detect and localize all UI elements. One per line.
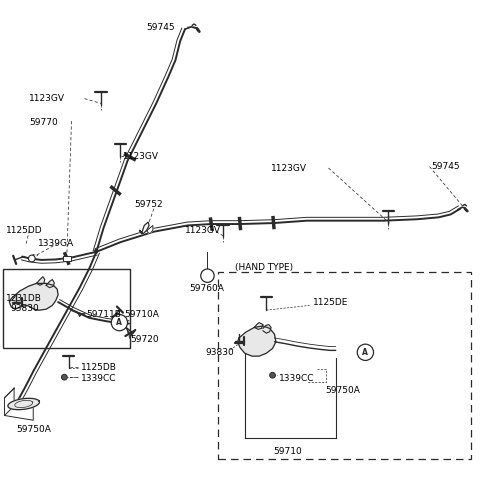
Text: 1339GA: 1339GA (38, 239, 74, 247)
Text: 59710A: 59710A (124, 310, 159, 320)
Text: 59745: 59745 (147, 23, 175, 32)
Text: 1125DE: 1125DE (313, 298, 348, 307)
Text: 59720: 59720 (130, 335, 158, 344)
Polygon shape (147, 225, 153, 234)
Text: 1125DB: 1125DB (81, 363, 117, 372)
Text: 1123GV: 1123GV (185, 226, 221, 235)
Text: 59710: 59710 (274, 447, 302, 456)
Text: 1339CC: 1339CC (279, 374, 315, 383)
Polygon shape (9, 284, 58, 310)
Text: (HAND TYPE): (HAND TYPE) (235, 263, 293, 272)
Text: 1123GV: 1123GV (271, 164, 307, 172)
Polygon shape (254, 323, 263, 329)
Text: 93830: 93830 (10, 304, 39, 313)
Circle shape (28, 255, 35, 262)
Circle shape (270, 372, 276, 378)
Text: 59752: 59752 (135, 200, 163, 208)
FancyBboxPatch shape (63, 255, 71, 261)
Polygon shape (8, 398, 39, 410)
Text: 1231DB: 1231DB (5, 294, 41, 303)
Polygon shape (263, 325, 271, 333)
Polygon shape (238, 326, 276, 356)
Text: 59745: 59745 (432, 162, 460, 171)
Text: A: A (117, 318, 122, 327)
Text: 93830: 93830 (205, 348, 234, 357)
Polygon shape (46, 280, 54, 288)
Text: A: A (362, 348, 368, 357)
Polygon shape (36, 277, 45, 286)
Text: 59770: 59770 (29, 118, 58, 127)
Text: 59750A: 59750A (16, 425, 51, 434)
Text: 1123GV: 1123GV (29, 94, 65, 103)
FancyBboxPatch shape (218, 272, 471, 458)
FancyBboxPatch shape (3, 269, 130, 347)
Text: 59750A: 59750A (325, 386, 360, 395)
Text: 59760A: 59760A (189, 284, 224, 293)
Text: 1339CC: 1339CC (81, 374, 117, 383)
Text: 59711B: 59711B (86, 310, 121, 320)
Circle shape (111, 315, 128, 331)
Circle shape (357, 344, 373, 361)
Circle shape (201, 269, 214, 283)
Circle shape (61, 374, 67, 380)
Polygon shape (140, 222, 149, 234)
Text: 1123GV: 1123GV (123, 152, 159, 161)
Text: 1125DD: 1125DD (5, 226, 42, 235)
